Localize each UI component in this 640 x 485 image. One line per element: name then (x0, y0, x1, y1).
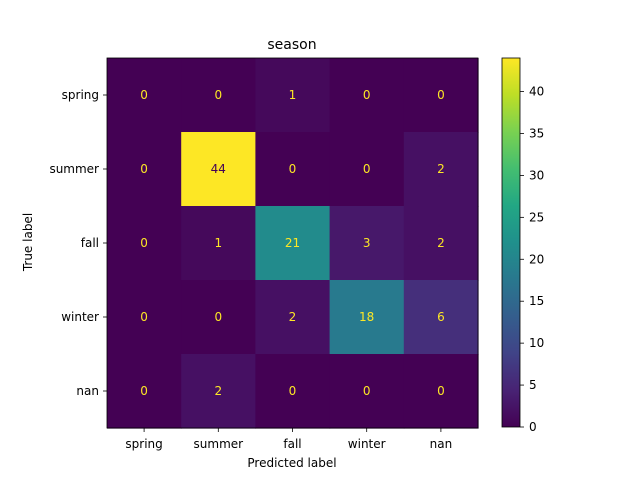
matrix-cell (181, 206, 256, 281)
colorbar-tick-label: 40 (529, 85, 544, 99)
matrix-cell (403, 354, 479, 429)
cell-value-label: 0 (140, 310, 148, 324)
cell-value-label: 0 (289, 384, 297, 398)
colorbar-tick-label: 30 (529, 168, 544, 182)
y-tick-label: winter (61, 310, 99, 324)
cell-value-label: 0 (437, 384, 445, 398)
matrix-cell (255, 132, 331, 207)
cell-value-label: 21 (285, 236, 300, 250)
colorbar-frame (501, 57, 521, 428)
cell-value-label: 2 (437, 162, 445, 176)
matrix-cell (403, 132, 479, 207)
matrix-cell (403, 206, 479, 281)
cell-value-label: 1 (214, 236, 222, 250)
matrix-cell (181, 132, 256, 207)
matrix-cell (255, 354, 331, 429)
cell-value-label: 2 (437, 236, 445, 250)
cell-value-label: 0 (437, 88, 445, 102)
cell-value-label: 0 (140, 162, 148, 176)
matrix-cell (329, 58, 405, 133)
cell-value-label: 0 (363, 162, 371, 176)
matrix-cell (181, 280, 256, 355)
colorbar-tick-label: 0 (529, 420, 537, 434)
cell-value-label: 0 (363, 384, 371, 398)
cell-value-label: 18 (359, 310, 374, 324)
cell-value-label: 0 (289, 162, 297, 176)
x-tick-label: nan (430, 437, 453, 451)
matrix-cell (255, 206, 331, 281)
cell-value-label: 0 (214, 310, 222, 324)
y-tick-label: summer (49, 162, 99, 176)
matrix-cell (107, 132, 182, 207)
chart-title: season (267, 37, 316, 53)
colorbar-tick-label: 20 (529, 252, 544, 266)
matrix-cell (181, 58, 256, 133)
matrix-cell (329, 354, 405, 429)
matrix-cell (255, 280, 331, 355)
cell-value-label: 3 (363, 236, 371, 250)
x-axis-label: Predicted label (247, 456, 336, 470)
matrix-cell (107, 206, 182, 281)
cell-value-label: 0 (140, 88, 148, 102)
matrix-cell (329, 280, 405, 355)
y-tick-label: spring (62, 88, 99, 102)
matrix-cell (181, 354, 256, 429)
colorbar-tick-label: 15 (529, 294, 544, 308)
colorbar-gradient (502, 58, 520, 427)
colorbar-tick-label: 5 (529, 378, 537, 392)
y-tick-label: fall (81, 236, 99, 250)
matrix-cell (403, 58, 479, 133)
matrix-cell (329, 206, 405, 281)
cell-value-label: 6 (437, 310, 445, 324)
matrix-cell (329, 132, 405, 207)
colorbar-tick-label: 10 (529, 336, 544, 350)
matrix-cell (107, 58, 182, 133)
colorbar-tick-label: 35 (529, 126, 544, 140)
x-tick-label: fall (283, 437, 301, 451)
cell-value-label: 2 (214, 384, 222, 398)
cell-value-label: 0 (140, 236, 148, 250)
matrix-cell (107, 280, 182, 355)
x-tick-label: spring (125, 437, 162, 451)
cell-value-label: 1 (289, 88, 297, 102)
y-tick-label: nan (76, 384, 99, 398)
colorbar-tick-label: 25 (529, 210, 544, 224)
matrix-cell (403, 280, 479, 355)
cell-value-label: 0 (140, 384, 148, 398)
matrix-cell (255, 58, 331, 133)
matrix-cell (107, 354, 182, 429)
cell-value-label: 2 (289, 310, 297, 324)
x-tick-label: summer (194, 437, 244, 451)
x-tick-label: winter (348, 437, 386, 451)
cell-value-label: 44 (211, 162, 226, 176)
y-axis-label: True label (21, 213, 35, 272)
cell-value-label: 0 (363, 88, 371, 102)
cell-value-label: 0 (214, 88, 222, 102)
